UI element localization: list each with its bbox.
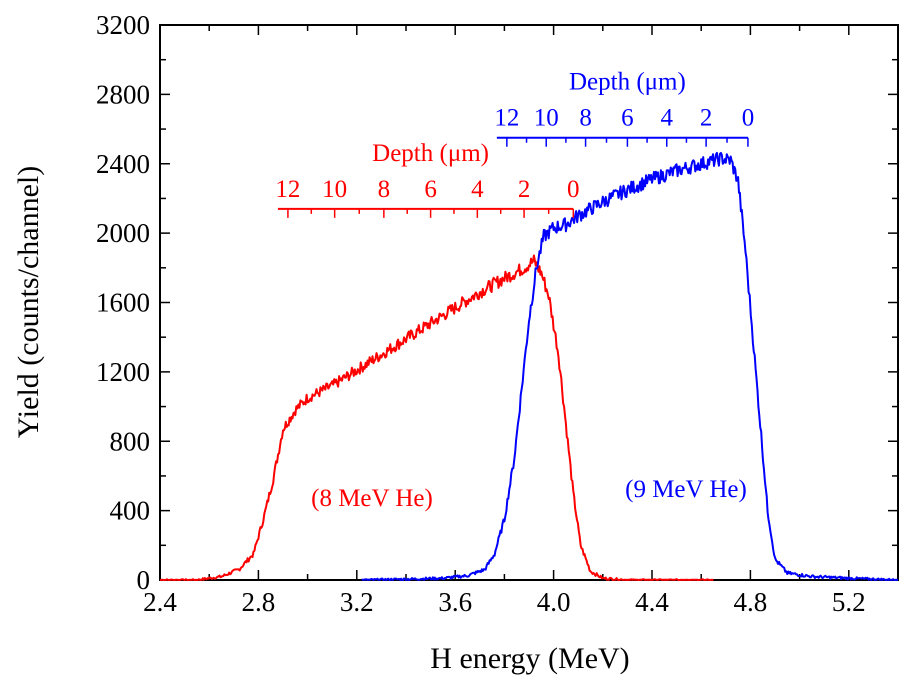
x-tick-label: 4.4 (635, 587, 669, 617)
plot-area (159, 24, 899, 581)
x-tick-label: 2.8 (242, 587, 276, 617)
depth-tick-label: 12 (275, 176, 300, 203)
y-tick-label: 1200 (96, 357, 150, 387)
y-tick-label: 400 (110, 496, 151, 526)
depth-tick-label: 10 (322, 176, 347, 203)
series-line-1 (361, 151, 899, 581)
y-tick-label: 800 (110, 426, 151, 456)
x-tick-label: 3.6 (438, 587, 472, 617)
x-tick-label: 4.8 (734, 587, 768, 617)
depth-scale-title: Depth (μm) (372, 140, 489, 167)
series-layer (159, 151, 899, 581)
depth-tick-label: 2 (700, 105, 713, 132)
x-axis: 2.4 2.8 3.2 3.6 4.0 4.4 4.8 5.2 (143, 25, 899, 617)
depth-tick-label: 6 (424, 176, 437, 203)
depth-tick-label: 2 (518, 176, 531, 203)
depth-scale-title: Depth (μm) (569, 69, 686, 96)
depth-tick-label: 4 (661, 105, 674, 132)
y-tick-label: 2000 (96, 218, 150, 248)
x-tick-label: 4.0 (537, 587, 571, 617)
depth-tick-label: 0 (567, 176, 580, 203)
series-label-0: (8 MeV He) (311, 485, 433, 512)
series-line-0 (159, 254, 714, 581)
y-tick-label: 0 (137, 565, 151, 595)
depth-tick-label: 8 (579, 105, 592, 132)
depth-scale-0: 12 10 8 6 4 2 0 Depth (μm) (275, 140, 580, 218)
series-labels: (8 MeV He) (9 MeV He) (311, 476, 747, 512)
y-tick-label: 3200 (96, 10, 150, 40)
y-tick-label: 1600 (96, 288, 150, 318)
depth-scale-1: 12 10 8 6 4 2 0 Depth (μm) (494, 69, 754, 147)
x-tick-label: 2.4 (143, 587, 177, 617)
depth-tick-label: 4 (471, 176, 484, 203)
x-tick-label: 5.2 (832, 587, 866, 617)
depth-tick-label: 0 (742, 105, 755, 132)
depth-tick-label: 6 (621, 105, 634, 132)
series-label-1: (9 MeV He) (625, 476, 747, 503)
depth-tick-label: 10 (534, 105, 559, 132)
depth-tick-label: 12 (494, 105, 519, 132)
y-tick-label: 2400 (96, 149, 150, 179)
x-tick-label: 3.2 (340, 587, 374, 617)
y-tick-label: 2800 (96, 79, 150, 109)
depth-tick-label: 8 (378, 176, 391, 203)
plot-frame (159, 24, 899, 581)
x-axis-title: H energy (MeV) (430, 642, 629, 675)
y-axis-title: Yield (counts/channel) (12, 166, 45, 438)
